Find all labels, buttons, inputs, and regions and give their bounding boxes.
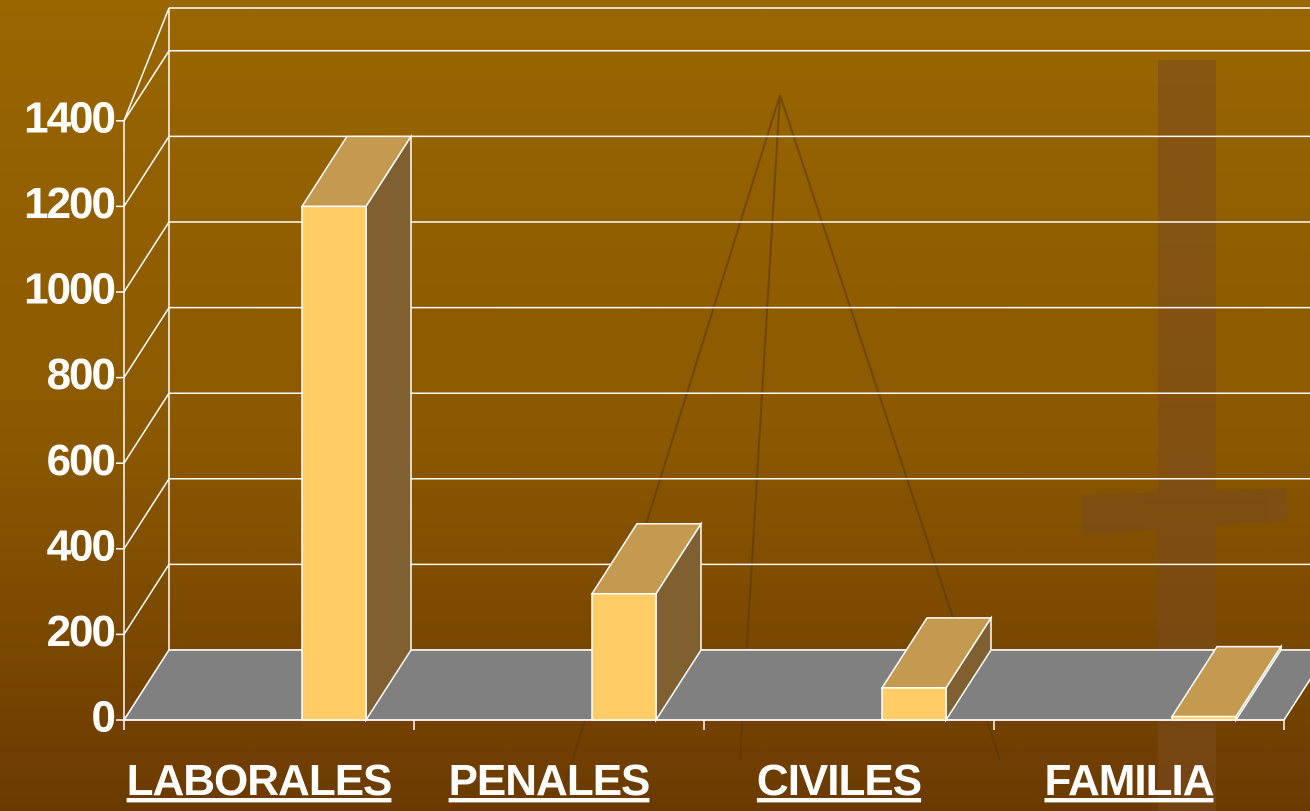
- y-tick-label: 200: [47, 607, 115, 656]
- bar: [1172, 717, 1236, 720]
- chart: 0 200 400 600 800 1000 1200 1400 LABORALES PENALE…: [0, 0, 1310, 811]
- y-tick-label: 1200: [24, 179, 114, 228]
- bar: [592, 594, 656, 720]
- y-tick-label: 0: [92, 693, 115, 742]
- y-tick-label: 1400: [24, 93, 114, 142]
- x-tick-label: LABORALES: [127, 756, 392, 805]
- y-tick-label: 400: [47, 521, 115, 570]
- x-tick-label: CIVILES: [757, 756, 921, 805]
- bar: [302, 206, 366, 720]
- bar-side: [366, 136, 411, 720]
- bar: [882, 688, 946, 720]
- y-tick-label: 600: [47, 436, 115, 485]
- y-tick-label: 800: [47, 350, 115, 399]
- x-tick-label: PENALES: [449, 756, 650, 805]
- y-tick-label: 1000: [24, 265, 114, 314]
- x-tick-label: FAMILIA: [1045, 756, 1214, 805]
